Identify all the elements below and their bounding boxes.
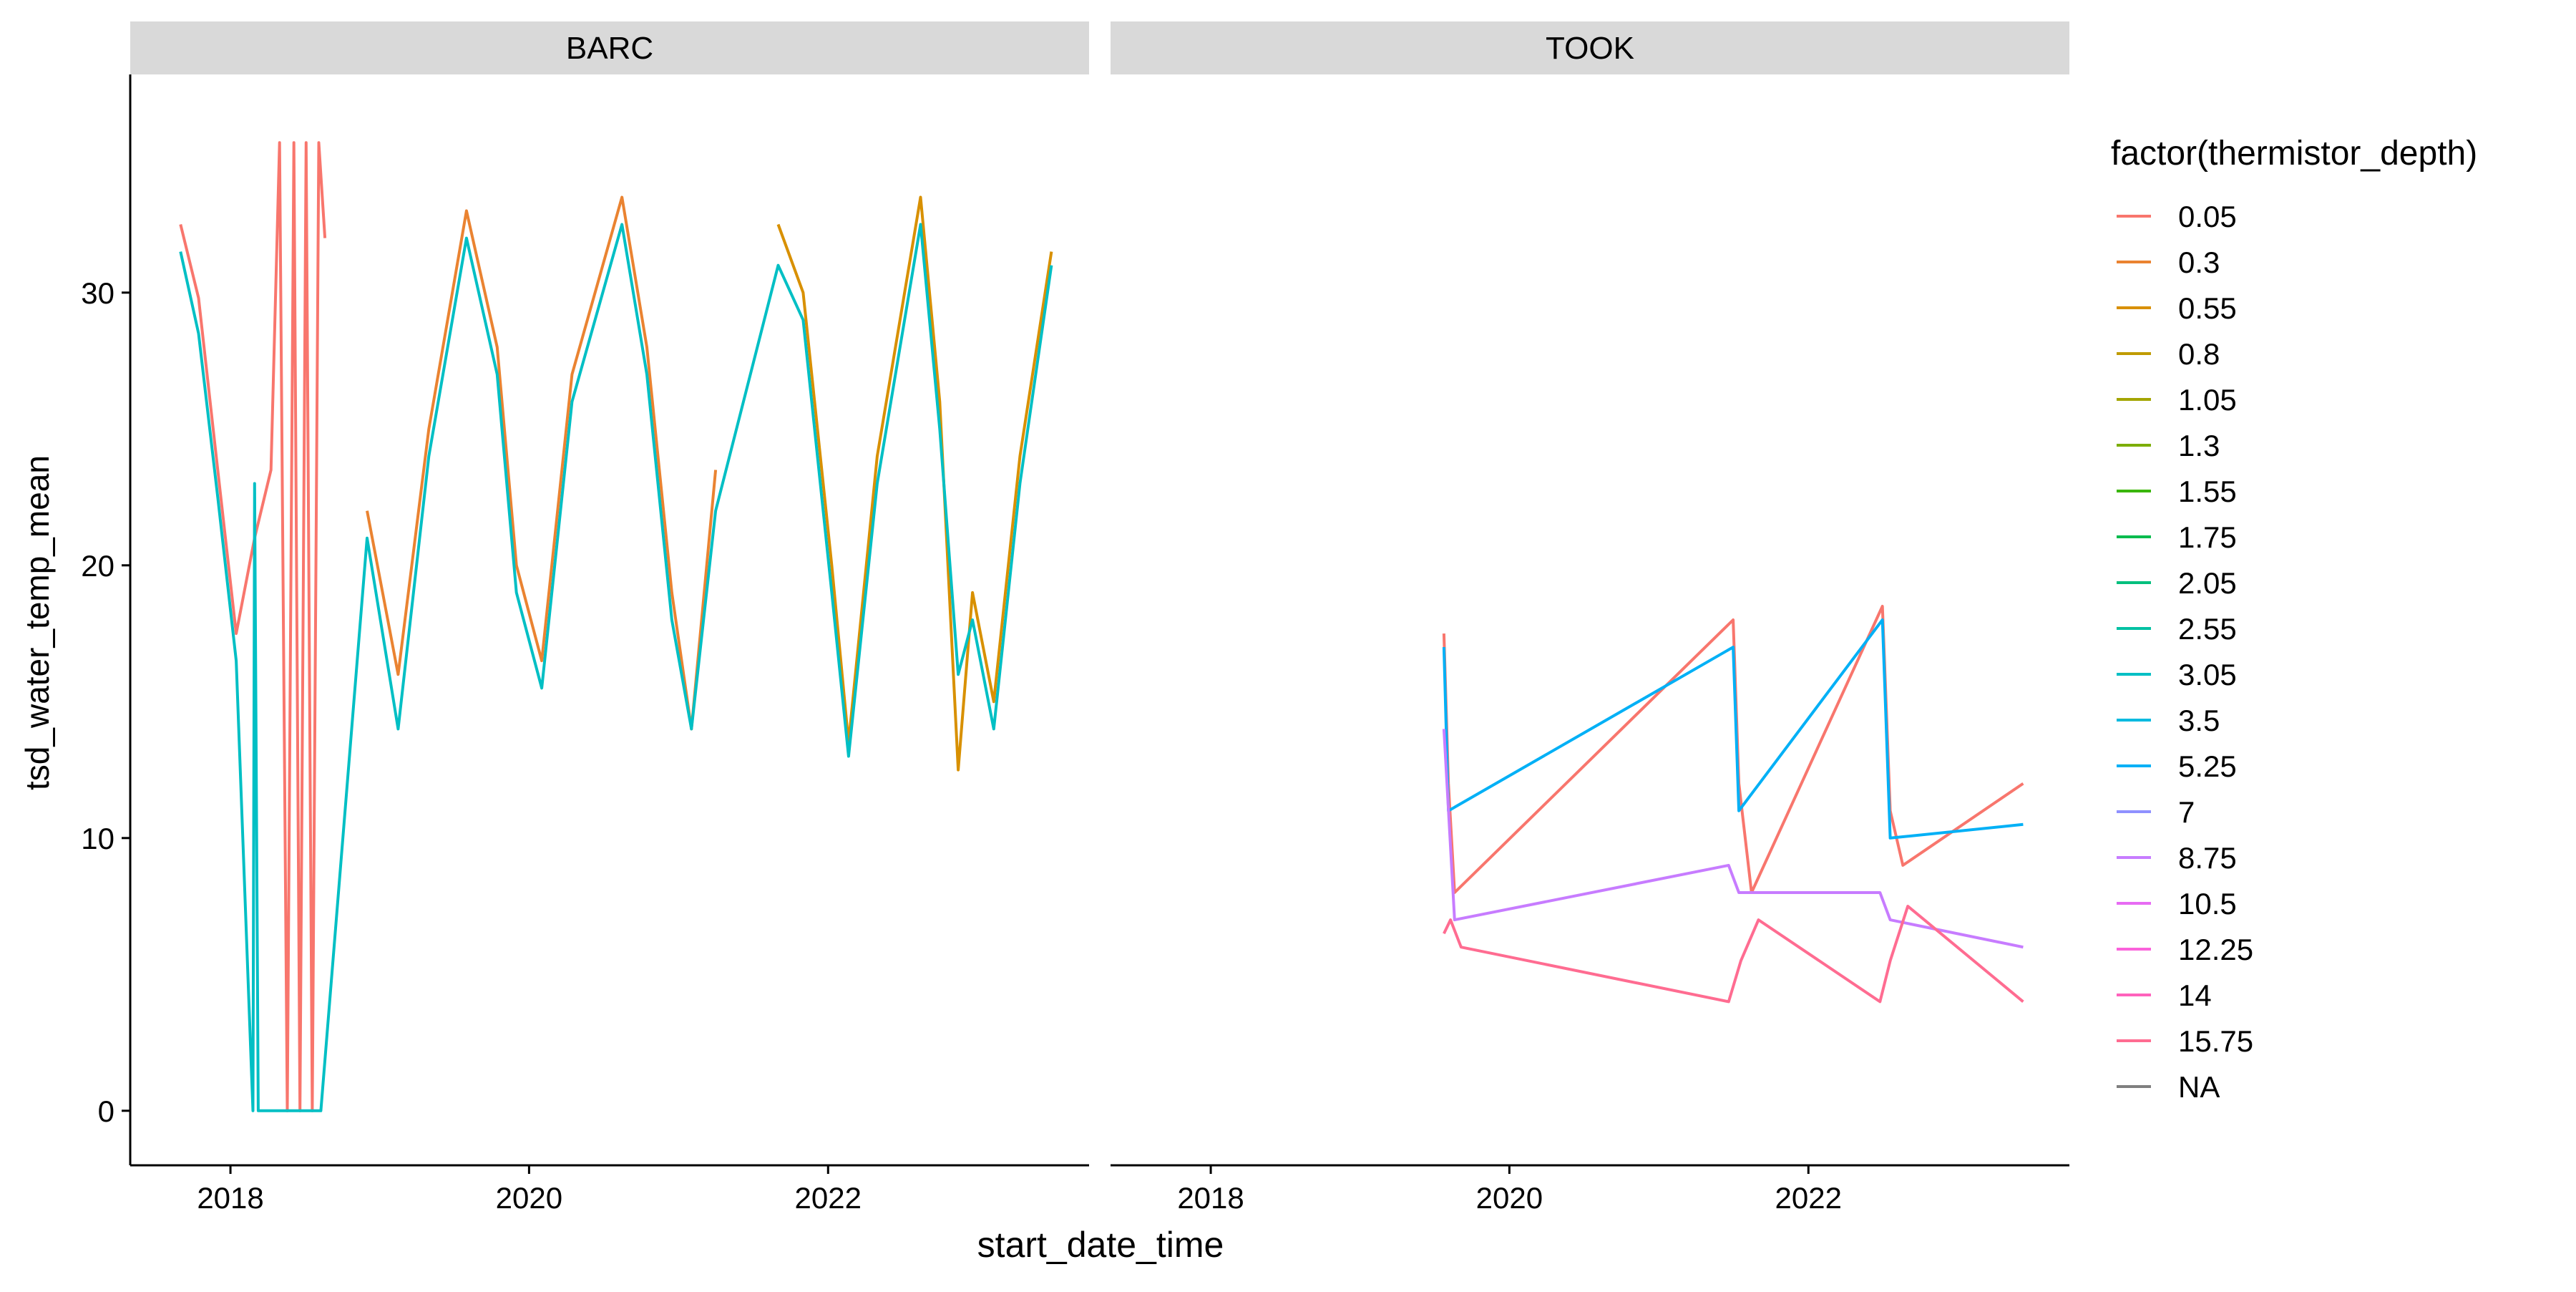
facet-strip-label: BARC	[566, 31, 653, 66]
y-tick-label: 20	[81, 549, 114, 583]
legend-label: 12.25	[2178, 933, 2253, 966]
x-axis-title: start_date_time	[977, 1225, 1224, 1265]
legend-label: 1.05	[2178, 383, 2237, 417]
legend-item: 2.05	[2117, 566, 2237, 600]
legend-item: 1.3	[2117, 429, 2220, 462]
series-line-0.3	[366, 195, 718, 731]
x-tick-label: 2018	[197, 1181, 263, 1215]
legend-label: 3.05	[2178, 658, 2237, 691]
x-tick-label: 2022	[1775, 1181, 1842, 1215]
legend-item: 14	[2117, 978, 2212, 1012]
legend-label: 1.55	[2178, 475, 2237, 508]
legend-item: 10.5	[2117, 887, 2237, 921]
legend-item: 0.05	[2117, 200, 2237, 233]
legend-label: 10.5	[2178, 887, 2237, 921]
facet-strip-label: TOOK	[1546, 31, 1634, 66]
panel-took: TOOK 2018 2020 2022	[1111, 21, 2069, 1215]
legend-label: 1.75	[2178, 520, 2237, 554]
series-line-8.75	[1442, 729, 2024, 949]
series-line-15.75	[1443, 905, 2024, 1004]
series-line-0.05	[179, 141, 327, 1112]
legend-item: 1.55	[2117, 475, 2237, 508]
legend-item: 0.8	[2117, 337, 2220, 371]
legend-item: 7	[2117, 795, 2195, 829]
legend-items: 0.05 0.3 0.55 0.8 1.05 1.3 1.55 1.75 2.05 2.55 3.0…	[2117, 200, 2253, 1104]
panels-layer: BARC 0 10 20 30 2018 2020 2022 TOOK 2018 2020 2022	[81, 21, 2069, 1215]
panel-barc: BARC 0 10 20 30 2018 2020 2022	[81, 21, 1089, 1215]
y-tick-label: 10	[81, 822, 114, 855]
series-line-0.55	[776, 195, 1053, 772]
legend-label: 2.55	[2178, 612, 2237, 646]
legend-label: 0.05	[2178, 200, 2237, 233]
legend-item: 12.25	[2117, 933, 2253, 966]
legend-label: 1.3	[2178, 429, 2220, 462]
legend-item: NA	[2117, 1070, 2220, 1104]
y-tick-label: 0	[98, 1094, 114, 1128]
legend-label: 0.3	[2178, 246, 2220, 279]
x-tick-label: 2018	[1177, 1181, 1244, 1215]
facet-strip-background	[130, 21, 1089, 74]
legend-title: factor(thermistor_depth)	[2111, 135, 2477, 173]
legend-item: 1.05	[2117, 383, 2237, 417]
legend-item: 0.3	[2117, 246, 2220, 279]
x-tick-label: 2020	[496, 1181, 562, 1215]
legend-item: 0.55	[2117, 291, 2237, 325]
y-tick-label: 30	[81, 276, 114, 310]
legend-label: NA	[2178, 1070, 2220, 1104]
legend-label: 0.55	[2178, 291, 2237, 325]
legend-label: 3.5	[2178, 704, 2220, 737]
legend-item: 8.75	[2117, 841, 2237, 875]
legend: factor(thermistor_depth) 0.05 0.3 0.55 0.8 1…	[2111, 135, 2477, 1104]
x-tick-label: 2022	[795, 1181, 862, 1215]
legend-item: 15.75	[2117, 1024, 2253, 1058]
legend-label: 15.75	[2178, 1024, 2253, 1058]
legend-label: 7	[2178, 795, 2195, 829]
legend-label: 14	[2178, 978, 2212, 1012]
facet-strip-background	[1111, 21, 2069, 74]
legend-item: 3.5	[2117, 704, 2220, 737]
y-axis-title: tsd_water_temp_mean	[19, 455, 56, 790]
legend-label: 8.75	[2178, 841, 2237, 875]
series-line-3.05	[179, 223, 1053, 1112]
legend-item: 1.75	[2117, 520, 2237, 554]
legend-item: 3.05	[2117, 658, 2237, 691]
legend-item: 5.25	[2117, 749, 2237, 783]
x-tick-label: 2020	[1476, 1181, 1543, 1215]
legend-label: 2.05	[2178, 566, 2237, 600]
series-line-5.25	[1442, 618, 2024, 840]
legend-label: 0.8	[2178, 337, 2220, 371]
legend-label: 5.25	[2178, 749, 2237, 783]
legend-item: 2.55	[2117, 612, 2237, 646]
